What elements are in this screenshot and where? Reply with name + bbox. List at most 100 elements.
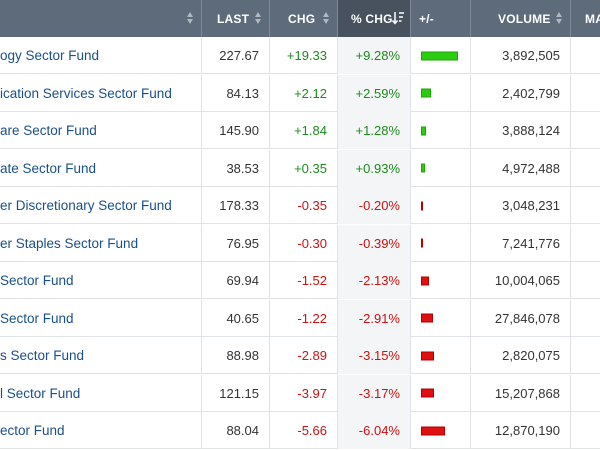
- fund-name-link[interactable]: er Staples Sector Fund: [0, 224, 202, 262]
- last-price: 40.65: [202, 299, 270, 337]
- gain-bar: [421, 88, 431, 98]
- header-name[interactable]: [0, 0, 202, 37]
- last-price: 178.33: [202, 187, 270, 224]
- fund-name-link[interactable]: l Sector Fund: [0, 374, 202, 412]
- loss-bar: [421, 313, 433, 323]
- change-bar-cell: [411, 224, 471, 262]
- loss-bar: [421, 426, 445, 435]
- last-price: 38.53: [202, 149, 270, 187]
- last-price: 76.95: [202, 224, 270, 262]
- next-column-cell: [571, 112, 600, 149]
- next-column-cell: [571, 75, 600, 112]
- table-header: LAST CHG % CHG +/- VOLUME MA: [0, 0, 600, 37]
- percent-change: -2.13%: [338, 262, 411, 299]
- loss-bar: [421, 388, 434, 398]
- volume-value: 4,972,488: [471, 149, 571, 187]
- fund-name-link[interactable]: Sector Fund: [0, 299, 202, 337]
- fund-name-link[interactable]: ector Fund: [0, 412, 202, 449]
- table-row: Sector Fund 40.65 -1.22 -2.91% 27,846,078: [0, 299, 600, 337]
- price-change: -5.66: [270, 412, 338, 449]
- header-next-column[interactable]: MA: [571, 0, 600, 37]
- volume-value: 15,207,868: [471, 374, 571, 412]
- fund-name-link[interactable]: are Sector Fund: [0, 112, 202, 149]
- header-pct-chg[interactable]: % CHG: [338, 0, 411, 37]
- volume-value: 3,888,124: [471, 112, 571, 149]
- fund-name-link[interactable]: er Discretionary Sector Fund: [0, 187, 202, 224]
- header-volume[interactable]: VOLUME: [471, 0, 571, 37]
- next-column-cell: [571, 187, 600, 224]
- percent-change: +0.93%: [338, 149, 411, 187]
- percent-change: -0.20%: [338, 187, 411, 224]
- sort-descending-icon[interactable]: [392, 11, 404, 25]
- table-row: Sector Fund 69.94 -1.52 -2.13% 10,004,065: [0, 262, 600, 299]
- last-price: 84.13: [202, 74, 270, 112]
- sort-icon[interactable]: [255, 12, 262, 25]
- percent-change: -2.91%: [338, 299, 411, 337]
- loss-bar: [421, 238, 423, 248]
- gain-bar: [421, 163, 425, 173]
- change-bar-cell: [411, 74, 471, 112]
- percent-change: -3.15%: [338, 337, 411, 374]
- volume-value: 27,846,078: [471, 299, 571, 337]
- gain-bar: [421, 51, 458, 60]
- volume-value: 7,241,776: [471, 224, 571, 262]
- fund-name-link[interactable]: Sector Fund: [0, 262, 202, 299]
- table-row: ication Services Sector Fund 84.13 +2.12 +2…: [0, 74, 600, 112]
- next-column-cell: [571, 37, 600, 74]
- price-change: +0.35: [270, 149, 338, 187]
- last-price: 227.67: [202, 37, 270, 74]
- next-column-cell: [571, 262, 600, 299]
- change-bar-cell: [411, 262, 471, 299]
- table-row: l Sector Fund 121.15 -3.97 -3.17% 15,207,868: [0, 374, 600, 412]
- next-column-cell: [571, 300, 600, 337]
- header-chg[interactable]: CHG: [270, 0, 338, 37]
- sort-icon[interactable]: [187, 12, 194, 25]
- volume-value: 10,004,065: [471, 262, 571, 299]
- price-change: -1.22: [270, 299, 338, 337]
- fund-name-link[interactable]: ication Services Sector Fund: [0, 74, 202, 112]
- percent-change: +1.28%: [338, 112, 411, 149]
- sort-icon[interactable]: [556, 12, 563, 25]
- header-pct-chg-label: % CHG: [351, 11, 393, 26]
- change-bar-cell: [411, 412, 471, 449]
- table-row: er Staples Sector Fund 76.95 -0.30 -0.39% 7,…: [0, 224, 600, 262]
- loss-bar: [421, 201, 423, 210]
- change-bar-cell: [411, 337, 471, 374]
- table-row: er Discretionary Sector Fund 178.33 -0.35-…: [0, 187, 600, 224]
- loss-bar: [421, 276, 429, 285]
- percent-change: +9.28%: [338, 37, 411, 74]
- volume-value: 3,048,231: [471, 187, 571, 224]
- change-bar-cell: [411, 187, 471, 224]
- change-bar-cell: [411, 112, 471, 149]
- last-price: 88.98: [202, 337, 270, 374]
- change-bar-cell: [411, 374, 471, 412]
- next-column-cell: [571, 225, 600, 262]
- price-change: +2.12: [270, 74, 338, 112]
- header-last-label: LAST: [217, 11, 250, 26]
- volume-value: 12,870,190: [471, 412, 571, 449]
- header-last[interactable]: LAST: [202, 0, 270, 37]
- price-change: -0.35: [270, 187, 338, 224]
- fund-name-link[interactable]: ogy Sector Fund: [0, 37, 202, 74]
- next-column-cell: [571, 412, 600, 449]
- next-column-cell: [571, 375, 600, 412]
- last-price: 69.94: [202, 262, 270, 299]
- table-row: are Sector Fund 145.90 +1.84 +1.28% 3,888,12…: [0, 112, 600, 149]
- volume-value: 2,820,075: [471, 337, 571, 374]
- change-bar-cell: [411, 149, 471, 187]
- volume-value: 3,892,505: [471, 37, 571, 74]
- header-next-column-label: MA: [585, 11, 600, 26]
- price-change: -1.52: [270, 262, 338, 299]
- price-change: +19.33: [270, 37, 338, 74]
- table-row: ate Sector Fund 38.53 +0.35 +0.93% 4,972,488: [0, 149, 600, 187]
- price-change: -3.97: [270, 374, 338, 412]
- loss-bar: [421, 351, 434, 360]
- sort-icon[interactable]: [323, 12, 330, 25]
- fund-name-link[interactable]: ate Sector Fund: [0, 149, 202, 187]
- price-change: +1.84: [270, 112, 338, 149]
- volume-value: 2,402,799: [471, 74, 571, 112]
- last-price: 145.90: [202, 112, 270, 149]
- last-price: 121.15: [202, 374, 270, 412]
- fund-name-link[interactable]: s Sector Fund: [0, 337, 202, 374]
